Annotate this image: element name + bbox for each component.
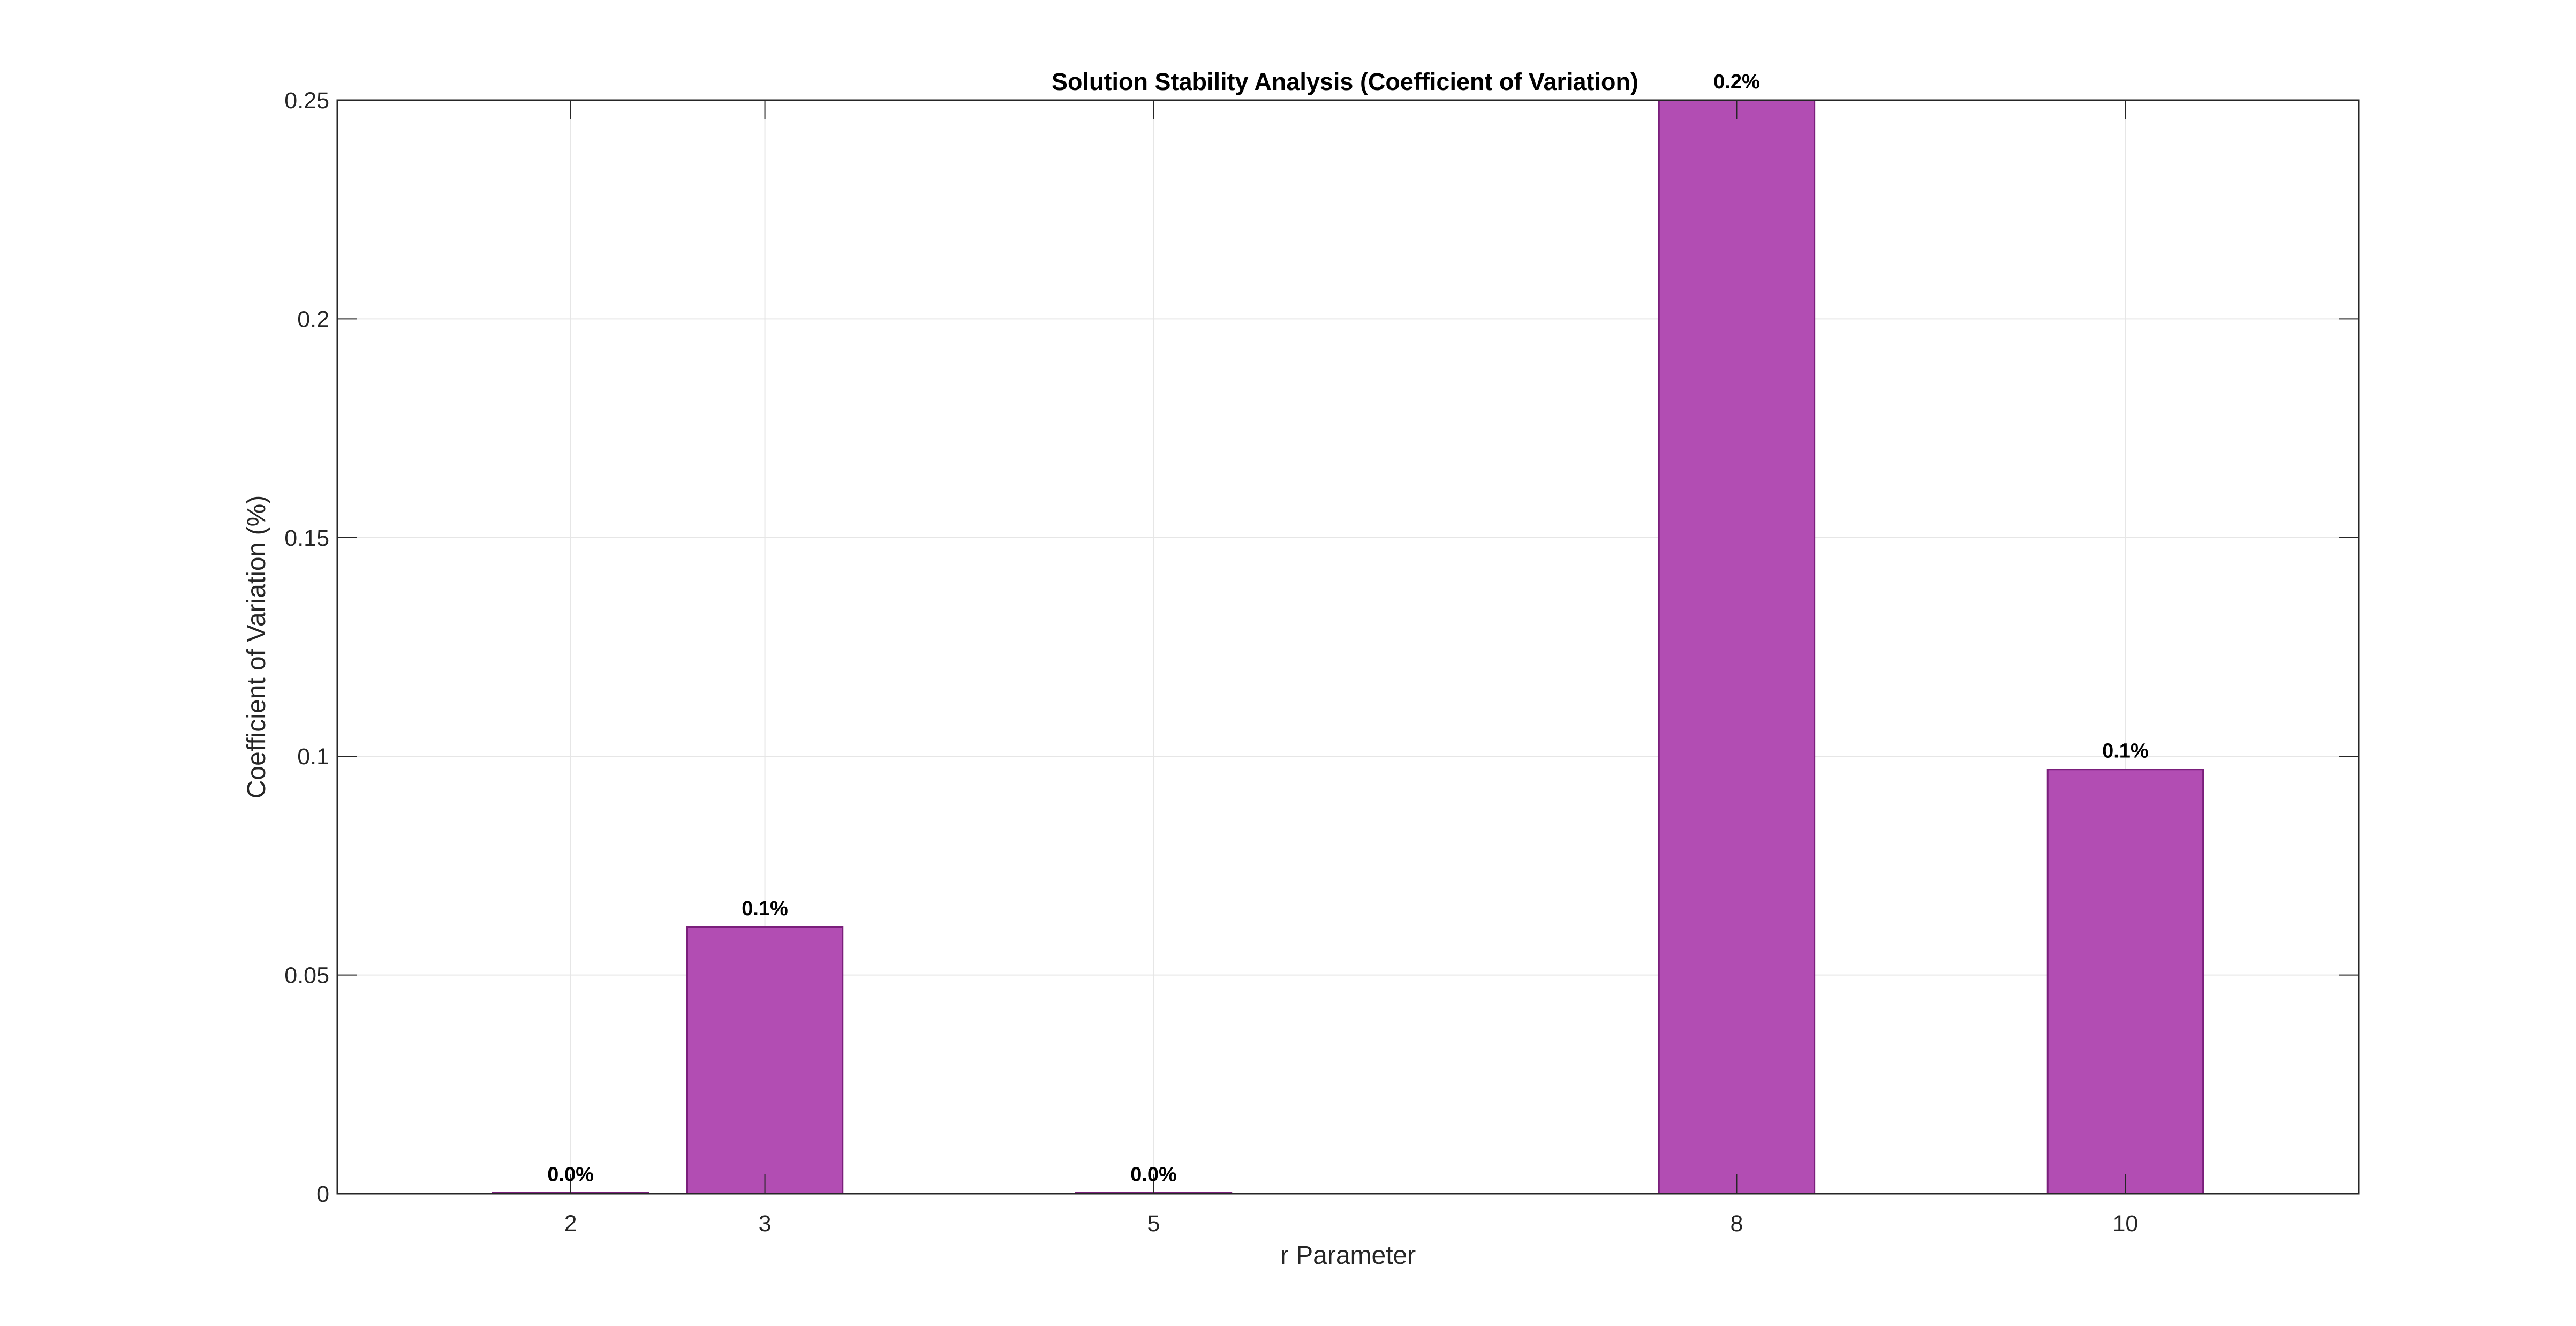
bar-data-label: 0.0% bbox=[547, 1163, 594, 1186]
y-tick-label: 0.15 bbox=[284, 525, 329, 551]
tick-marks bbox=[337, 100, 2359, 1194]
y-tick-label: 0.1 bbox=[297, 744, 329, 770]
bars-group bbox=[492, 99, 2204, 1195]
x-tick-labels: 2 3 5 8 10 bbox=[564, 1211, 2139, 1237]
y-axis-label: Coefficient of Variation (%) bbox=[243, 495, 271, 798]
y-tick-label: 0.05 bbox=[284, 963, 329, 989]
chart-title: Solution Stability Analysis (Coefficient… bbox=[1052, 68, 1638, 95]
bar-data-label: 0.2% bbox=[1713, 71, 1760, 93]
y-tick-label: 0 bbox=[316, 1181, 329, 1207]
x-tick-label: 2 bbox=[564, 1211, 577, 1237]
x-tick-label: 5 bbox=[1147, 1211, 1160, 1237]
bar-data-label: 0.0% bbox=[1130, 1163, 1177, 1186]
bar-r-8 bbox=[1658, 99, 1816, 1195]
bar-r-10 bbox=[2046, 769, 2204, 1195]
bar-r-3 bbox=[686, 926, 844, 1195]
bar-data-label: 0.1% bbox=[742, 898, 788, 920]
x-axis-label: r Parameter bbox=[1280, 1241, 1416, 1270]
plot-area-frame bbox=[336, 99, 2360, 1195]
y-tick-label: 0.2 bbox=[297, 306, 329, 332]
data-labels: 0.0% 0.1% 0.0% 0.2% 0.1% bbox=[547, 71, 2148, 1186]
x-tick-label: 8 bbox=[1731, 1211, 1743, 1237]
x-tick-label: 3 bbox=[759, 1211, 772, 1237]
x-tick-label: 10 bbox=[2113, 1211, 2139, 1237]
y-tick-label: 0.25 bbox=[284, 88, 329, 114]
y-tick-labels: 0 0.05 0.1 0.15 0.2 0.25 bbox=[284, 88, 329, 1207]
bar-data-label: 0.1% bbox=[2102, 740, 2149, 763]
